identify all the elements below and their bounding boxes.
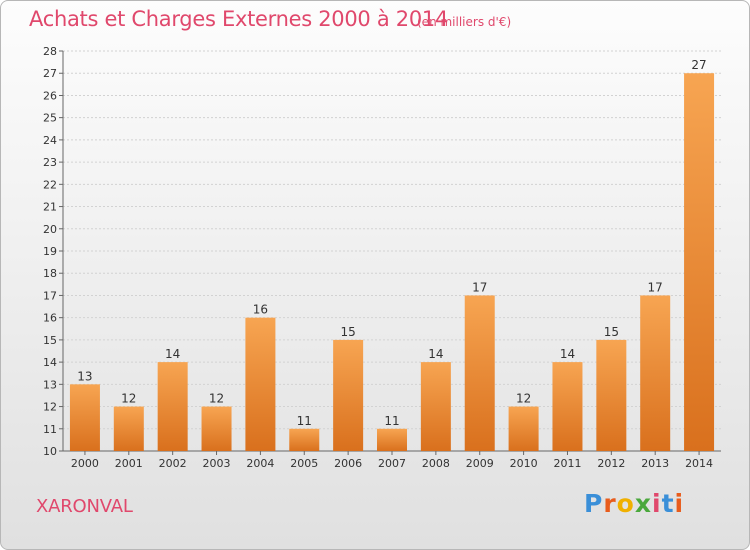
town-name: XARONVAL	[36, 496, 133, 517]
bar	[69, 384, 100, 451]
bars: 13 12 14 12 16 11 15 11 14 17 12 14 15 17 27	[69, 58, 715, 451]
x-tick-label: 2003	[203, 457, 231, 470]
chart-title: Achats et Charges Externes 2000 à 2014	[29, 7, 449, 31]
x-tick-label: 2000	[71, 457, 99, 470]
x-tick-label: 2002	[159, 457, 187, 470]
bar-value-label: 12	[209, 392, 224, 406]
y-tick-label: 28	[43, 45, 57, 58]
chart-subtitle: (en milliers d'€)	[417, 15, 512, 29]
x-tick-label: 2007	[378, 457, 406, 470]
y-tick-label: 17	[43, 289, 57, 302]
bar-value-label: 27	[691, 58, 706, 72]
bar	[508, 406, 539, 451]
y-tick-label: 25	[43, 112, 57, 125]
bar	[333, 339, 364, 451]
logo-letter: P	[584, 489, 604, 518]
y-tick-label: 16	[43, 312, 57, 325]
y-tick-label: 12	[43, 401, 57, 414]
bar	[377, 428, 407, 451]
bar-value-label: 12	[516, 392, 531, 406]
y-tick-label: 20	[43, 223, 57, 236]
x-tick-label: 2010	[510, 457, 538, 470]
logo-letter: t	[661, 489, 675, 518]
bar	[596, 339, 627, 451]
y-tick-label: 10	[43, 445, 57, 458]
y-tick-label: 11	[43, 423, 57, 436]
bar-value-label: 17	[472, 280, 487, 294]
x-tick-label: 2012	[597, 457, 625, 470]
bar-value-label: 16	[253, 303, 268, 317]
x-axis-ticks: 2000 2001 2002 2003 2004 2005 2006 2007 2008 2009…	[71, 451, 713, 470]
bar	[684, 73, 715, 451]
bar-value-label: 15	[604, 325, 619, 339]
y-tick-label: 15	[43, 334, 57, 347]
y-tick-label: 13	[43, 378, 57, 391]
x-tick-label: 2013	[641, 457, 669, 470]
x-tick-label: 2014	[685, 457, 713, 470]
bar	[201, 406, 232, 451]
bar-value-label: 12	[121, 392, 136, 406]
bar-value-label: 11	[297, 414, 312, 428]
logo-letter: o	[616, 489, 635, 518]
bar	[157, 362, 188, 451]
x-tick-label: 2005	[290, 457, 318, 470]
y-tick-label: 21	[43, 201, 57, 214]
bar-value-label: 11	[384, 414, 399, 428]
bar	[113, 406, 144, 451]
bar-value-label: 14	[560, 347, 575, 361]
y-tick-label: 23	[43, 156, 57, 169]
y-tick-label: 24	[43, 134, 57, 147]
y-tick-label: 26	[43, 89, 57, 102]
x-tick-label: 2011	[553, 457, 581, 470]
bar-value-label: 17	[648, 280, 663, 294]
y-tick-label: 14	[43, 356, 57, 369]
x-tick-label: 2009	[466, 457, 494, 470]
bar-value-label: 14	[428, 347, 443, 361]
y-tick-label: 27	[43, 67, 57, 80]
bar	[420, 362, 451, 451]
bar	[464, 295, 495, 451]
y-tick-label: 18	[43, 267, 57, 280]
bar-value-label: 14	[165, 347, 180, 361]
logo-letter: r	[603, 489, 617, 518]
y-tick-label: 22	[43, 178, 57, 191]
bar	[245, 317, 276, 451]
y-tick-label: 19	[43, 245, 57, 258]
x-tick-label: 2006	[334, 457, 362, 470]
bar	[552, 362, 583, 451]
x-tick-label: 2001	[115, 457, 143, 470]
logo-letter: x	[634, 489, 652, 518]
bar	[640, 295, 671, 451]
bar-value-label: 13	[77, 369, 92, 383]
bar	[289, 428, 320, 451]
logo-letter: i	[652, 489, 662, 518]
x-tick-label: 2004	[246, 457, 274, 470]
logo-letter: i	[674, 489, 685, 518]
x-tick-label: 2008	[422, 457, 450, 470]
proxiti-logo: Proxiti	[584, 489, 684, 518]
bar-value-label: 15	[340, 325, 355, 339]
